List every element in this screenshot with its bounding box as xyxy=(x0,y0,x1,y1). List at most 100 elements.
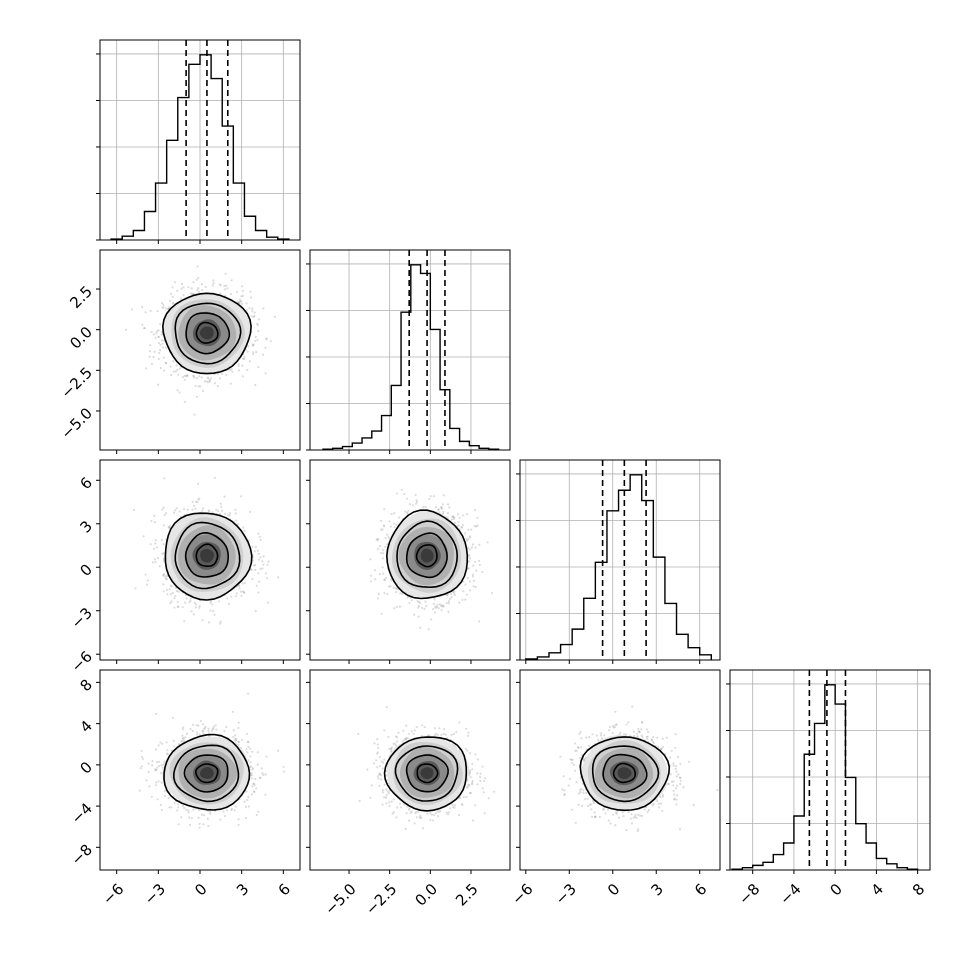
scatter-point xyxy=(437,508,441,511)
scatter-point xyxy=(264,793,267,796)
scatter-point xyxy=(468,771,471,774)
scatter-point xyxy=(251,750,254,753)
scatter-point xyxy=(406,805,409,808)
scatter-point xyxy=(141,323,144,326)
scatter-point xyxy=(468,536,471,539)
scatter-point xyxy=(157,336,160,339)
scatter-point xyxy=(242,357,245,360)
scatter-point xyxy=(235,592,238,595)
scatter-point xyxy=(432,608,435,611)
scatter-point xyxy=(457,524,460,527)
scatter-point xyxy=(199,719,202,723)
scatter-point xyxy=(151,764,154,767)
scatter-point xyxy=(479,775,482,779)
scatter-point xyxy=(451,515,454,519)
scatter-point xyxy=(385,543,389,546)
scatter-point xyxy=(145,779,148,782)
scatter-point xyxy=(231,710,234,713)
scatter-point xyxy=(580,754,583,757)
scatter-point xyxy=(376,766,379,769)
scatter-point xyxy=(159,349,162,352)
scatter-point xyxy=(249,755,252,758)
scatter-point xyxy=(392,742,395,745)
scatter-point xyxy=(391,812,394,815)
scatter-point xyxy=(256,324,259,327)
scatter-point xyxy=(240,295,243,298)
scatter-point xyxy=(173,597,176,600)
scatter-point xyxy=(385,802,388,805)
scatter-point xyxy=(189,727,192,731)
scatter-point xyxy=(213,476,216,479)
scatter-point xyxy=(429,812,432,815)
scatter-point xyxy=(594,815,597,818)
scatter-point xyxy=(250,568,253,571)
scatter-point xyxy=(471,781,474,785)
scatter-point xyxy=(643,808,646,811)
scatter-point xyxy=(162,573,165,577)
scatter-point xyxy=(468,580,471,583)
scatter-point xyxy=(476,758,479,761)
scatter-point xyxy=(219,284,222,287)
scatter-point xyxy=(383,578,386,582)
scatter-point xyxy=(206,376,209,379)
scatter-point xyxy=(639,814,642,817)
density-shade-5 xyxy=(199,326,214,340)
scatter-point xyxy=(208,380,212,383)
scatter-point xyxy=(472,579,475,582)
scatter-panel-1-2 xyxy=(96,249,301,454)
scatter-point xyxy=(482,791,485,794)
scatter-point xyxy=(406,596,409,599)
scatter-point xyxy=(571,758,574,761)
scatter-point xyxy=(383,796,386,799)
scatter-point xyxy=(142,535,145,538)
scatter-point xyxy=(472,564,475,567)
scatter-point xyxy=(376,743,379,746)
scatter-point xyxy=(160,538,163,542)
scatter-point xyxy=(575,749,578,752)
scatter-point xyxy=(630,822,634,825)
scatter-point xyxy=(461,523,465,527)
scatter-point xyxy=(184,736,187,739)
scatter-point xyxy=(252,559,255,562)
scatter-point xyxy=(378,545,382,548)
scatter-point xyxy=(182,726,185,729)
scatter-point xyxy=(197,290,201,293)
scatter-point xyxy=(433,734,436,737)
scatter-point xyxy=(395,816,398,819)
scatter-point xyxy=(443,728,446,731)
scatter-point xyxy=(462,795,465,799)
scatter-point xyxy=(148,350,151,353)
scatter-point xyxy=(418,816,421,819)
scatter-point xyxy=(249,510,252,513)
scatter-point xyxy=(405,724,408,727)
scatter-point xyxy=(427,628,430,631)
scatter-point xyxy=(176,809,179,812)
scatter-point xyxy=(382,557,385,560)
scatter-point xyxy=(172,370,175,373)
scatter-point xyxy=(193,601,196,604)
scatter-point xyxy=(188,601,191,604)
scatter-point xyxy=(598,815,601,819)
scatter-point xyxy=(228,602,231,606)
scatter-point xyxy=(415,499,418,502)
scatter-point xyxy=(160,808,163,811)
panel-frame xyxy=(519,669,721,871)
scatter-point xyxy=(191,723,195,727)
scatter-point xyxy=(251,545,254,548)
scatter-point xyxy=(675,765,678,768)
scatter-point xyxy=(399,592,402,595)
scatter-point xyxy=(141,305,144,309)
scatter-point xyxy=(165,578,168,581)
scatter-point xyxy=(418,602,422,605)
scatter-point xyxy=(447,503,450,506)
scatter-point xyxy=(436,605,439,609)
scatter-point xyxy=(634,813,637,817)
scatter-point xyxy=(415,810,418,814)
x-tick-label-1-3: 3 xyxy=(233,880,252,899)
scatter-point xyxy=(218,377,222,380)
scatter-point xyxy=(651,740,655,744)
scatter-point xyxy=(661,795,664,798)
scatter-point xyxy=(572,763,576,767)
scatter-point xyxy=(149,344,152,347)
